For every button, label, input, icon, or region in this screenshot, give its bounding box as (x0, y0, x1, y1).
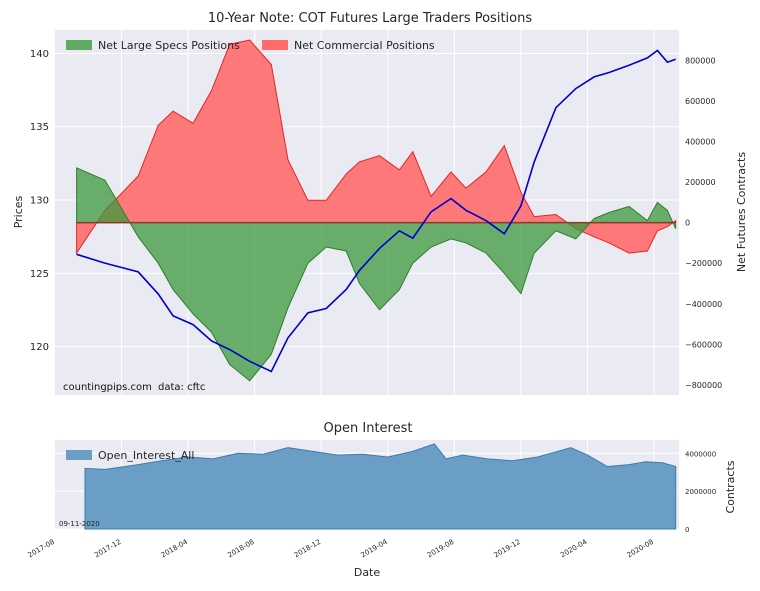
bottom-series-layer (84, 443, 677, 530)
commercial-area (76, 39, 677, 255)
x-tick-label: 2017-12 (93, 538, 122, 560)
x-axis-label: Date (354, 566, 381, 579)
legend-label-open-interest: Open_Interest_All (98, 449, 194, 462)
top-series-layer (76, 39, 677, 382)
top-left-axis: 120 125 130 135 140 (30, 49, 49, 353)
bottom-right-axis-label: Contracts (724, 460, 737, 513)
legend-label-specs: Net Large Specs Positions (98, 39, 240, 52)
legend-swatch-commercial (262, 40, 288, 50)
watermark-site: countingpips.com (63, 382, 152, 393)
x-tick-label: 2020-04 (559, 538, 589, 560)
right-tick-label: 0 (685, 219, 690, 228)
top-legend: Net Large Specs Positions Net Commercial… (66, 39, 435, 52)
bottom-x-axis: 2017-08 2017-12 2018-04 2018-08 2018-12 2019-… (27, 538, 655, 560)
bottom-legend: Open_Interest_All (66, 449, 194, 462)
x-tick-label: 2017-08 (27, 538, 56, 560)
left-tick-label: 135 (30, 122, 49, 133)
left-tick-label: 140 (30, 49, 49, 60)
watermark-source: data: cftc (158, 382, 205, 393)
left-tick-label: 125 (30, 269, 49, 280)
top-right-axis: −800000 −600000 −400000 −200000 0 200000 40000… (685, 56, 722, 389)
date-stamp: 09-11-2020 (59, 520, 100, 528)
bottom-chart-title: Open Interest (324, 421, 413, 436)
right-tick-label: 200000 (685, 178, 716, 187)
specs-area (76, 167, 677, 382)
top-right-axis-label: Net Futures Contracts (735, 152, 748, 272)
legend-swatch-specs (66, 40, 92, 50)
price-line (76, 49, 676, 373)
left-tick-label: 130 (30, 196, 49, 207)
legend-swatch-open-interest (66, 450, 92, 460)
x-tick-label: 2019-04 (359, 538, 389, 560)
right-tick-label: 600000 (685, 97, 716, 106)
right-tick-label: −600000 (685, 340, 722, 349)
oi-tick-label: 2000000 (685, 488, 716, 496)
right-tick-label: −400000 (685, 300, 722, 309)
top-chart-title: 10-Year Note: COT Futures Large Traders … (208, 11, 532, 26)
bottom-right-axis: 0 2000000 4000000 (685, 450, 716, 534)
x-tick-label: 2018-12 (293, 538, 322, 560)
x-tick-label: 2020-08 (626, 538, 655, 560)
oi-tick-label: 4000000 (685, 450, 716, 458)
top-left-axis-label: Prices (12, 195, 25, 228)
right-tick-label: −200000 (685, 259, 722, 268)
right-tick-label: 400000 (685, 138, 716, 147)
x-tick-label: 2018-08 (226, 538, 255, 560)
left-tick-label: 120 (30, 342, 49, 353)
right-tick-label: −800000 (685, 381, 722, 390)
open-interest-area (84, 443, 677, 530)
x-tick-label: 2019-08 (426, 538, 455, 560)
x-tick-label: 2018-04 (160, 538, 190, 560)
right-tick-label: 800000 (685, 56, 716, 65)
oi-tick-label: 0 (685, 526, 689, 534)
x-tick-label: 2019-12 (493, 538, 522, 560)
legend-label-commercial: Net Commercial Positions (294, 39, 435, 52)
